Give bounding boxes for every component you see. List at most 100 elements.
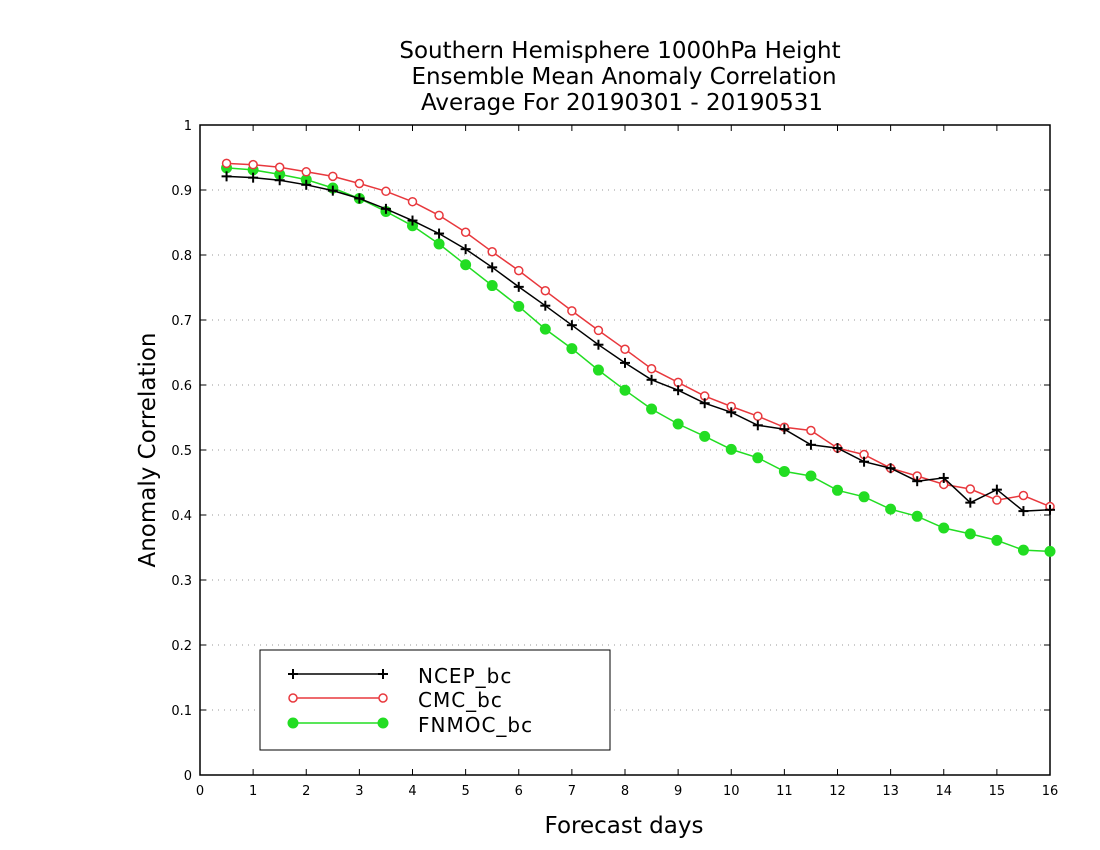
- legend-label-ncep: NCEP_bc: [418, 664, 512, 688]
- y-axis-ticks: 0 0.1 0.2 0.3 0.4 0.5 0.6 0.7 0.8 0.9 1: [171, 119, 1050, 784]
- point-NCEP_bc: [805, 439, 816, 450]
- legend-marker-FNMOC_bc: [287, 717, 299, 729]
- point-NCEP_bc: [274, 175, 285, 186]
- point-FNMOC_bc: [832, 484, 843, 496]
- point-FNMOC_bc: [964, 528, 976, 540]
- point-CMC_bc: [460, 227, 471, 237]
- y-tick-label: 0.3: [171, 574, 192, 589]
- point-NCEP_bc: [540, 300, 551, 311]
- point-CMC_bc: [354, 178, 365, 189]
- x-tick-label: 9: [674, 784, 682, 799]
- point-NCEP_bc: [248, 172, 259, 183]
- series-line-NCEP_bc: [226, 175, 1051, 512]
- legend-marker-CMC_bc: [378, 693, 388, 703]
- point-FNMOC_bc: [805, 470, 817, 482]
- point-CMC_bc: [487, 247, 497, 257]
- y-tick-label: 0.4: [171, 509, 192, 524]
- point-CMC_bc: [407, 196, 418, 207]
- y-tick-label: 0.8: [171, 249, 192, 264]
- x-tick-label: 7: [568, 784, 576, 799]
- point-CMC_bc: [753, 411, 763, 421]
- point-CMC_bc: [965, 484, 976, 494]
- title-line-2: Ensemble Mean Anomaly Correlation: [411, 64, 836, 90]
- point-FNMOC_bc: [778, 465, 790, 477]
- point-NCEP_bc: [566, 320, 577, 331]
- x-tick-label: 4: [408, 784, 416, 799]
- point-NCEP_bc: [513, 281, 524, 292]
- point-NCEP_bc: [434, 228, 445, 239]
- point-CMC_bc: [1018, 490, 1029, 501]
- x-tick-label: 11: [776, 784, 793, 799]
- point-FNMOC_bc: [885, 503, 897, 515]
- y-tick-label: 0.2: [171, 639, 192, 654]
- x-tick-label: 2: [302, 784, 310, 799]
- point-NCEP_bc: [327, 185, 338, 196]
- legend-marker-NCEP_bc: [378, 669, 388, 679]
- y-tick-label: 0.6: [171, 379, 192, 394]
- point-CMC_bc: [673, 377, 683, 388]
- point-CMC_bc: [301, 167, 311, 177]
- legend-label-cmc: CMC_bc: [418, 688, 503, 712]
- point-NCEP_bc: [673, 385, 684, 396]
- point-FNMOC_bc: [566, 343, 578, 355]
- x-tick-label: 12: [829, 784, 846, 799]
- point-FNMOC_bc: [486, 280, 498, 292]
- point-FNMOC_bc: [991, 534, 1003, 546]
- x-tick-label: 5: [461, 784, 469, 799]
- point-CMC_bc: [540, 286, 551, 296]
- point-NCEP_bc: [912, 476, 923, 487]
- point-CMC_bc: [646, 364, 657, 374]
- x-tick-label: 16: [1042, 784, 1059, 799]
- point-NCEP_bc: [1045, 504, 1055, 515]
- point-CMC_bc: [992, 495, 1002, 505]
- point-CMC_bc: [328, 171, 338, 182]
- point-NCEP_bc: [407, 215, 418, 226]
- series-group: [221, 158, 1056, 557]
- y-tick-label: 0.7: [171, 314, 192, 329]
- point-NCEP_bc: [859, 456, 870, 467]
- x-tick-label: 1: [249, 784, 257, 799]
- point-CMC_bc: [248, 159, 258, 170]
- title-line-3: Average For 20190301 - 20190531: [421, 90, 823, 116]
- title-line-1: Southern Hemisphere 1000hPa Height: [399, 38, 840, 64]
- point-CMC_bc: [274, 162, 285, 172]
- point-CMC_bc: [593, 325, 604, 336]
- point-NCEP_bc: [726, 407, 737, 418]
- legend-box: [259, 649, 611, 751]
- series-line-CMC_bc: [226, 162, 1051, 508]
- x-tick-label: 13: [882, 784, 899, 799]
- point-CMC_bc: [434, 210, 444, 221]
- point-CMC_bc: [221, 158, 232, 169]
- point-FNMOC_bc: [1044, 545, 1056, 557]
- legend-label-fnmoc: FNMOC_bc: [418, 713, 533, 737]
- point-NCEP_bc: [965, 497, 976, 508]
- point-NCEP_bc: [354, 193, 365, 204]
- chart-title: Southern Hemisphere 1000hPa Height Ensem…: [399, 38, 840, 116]
- x-tick-label: 15: [989, 784, 1006, 799]
- point-FNMOC_bc: [752, 452, 764, 464]
- x-tick-label: 6: [515, 784, 523, 799]
- point-CMC_bc: [567, 306, 577, 316]
- x-tick-label: 0: [196, 784, 204, 799]
- x-tick-label: 8: [621, 784, 629, 799]
- point-FNMOC_bc: [592, 364, 604, 376]
- point-NCEP_bc: [460, 244, 471, 255]
- point-FNMOC_bc: [672, 418, 684, 430]
- point-NCEP_bc: [593, 339, 604, 350]
- legend: NCEP_bc CMC_bc FNMOC_bc: [259, 649, 611, 751]
- point-CMC_bc: [514, 265, 524, 276]
- point-CMC_bc: [620, 344, 630, 354]
- point-NCEP_bc: [938, 472, 949, 483]
- point-NCEP_bc: [885, 463, 896, 474]
- point-NCEP_bc: [301, 179, 312, 190]
- point-NCEP_bc: [991, 484, 1002, 495]
- point-FNMOC_bc: [911, 510, 923, 522]
- point-CMC_bc: [806, 425, 816, 436]
- point-NCEP_bc: [487, 262, 498, 273]
- point-FNMOC_bc: [938, 522, 950, 534]
- point-FNMOC_bc: [646, 403, 658, 415]
- x-axis-label: Forecast days: [545, 813, 704, 839]
- gridlines: [200, 189, 1050, 711]
- legend-marker-FNMOC_bc: [377, 717, 389, 729]
- legend-items: [287, 669, 389, 729]
